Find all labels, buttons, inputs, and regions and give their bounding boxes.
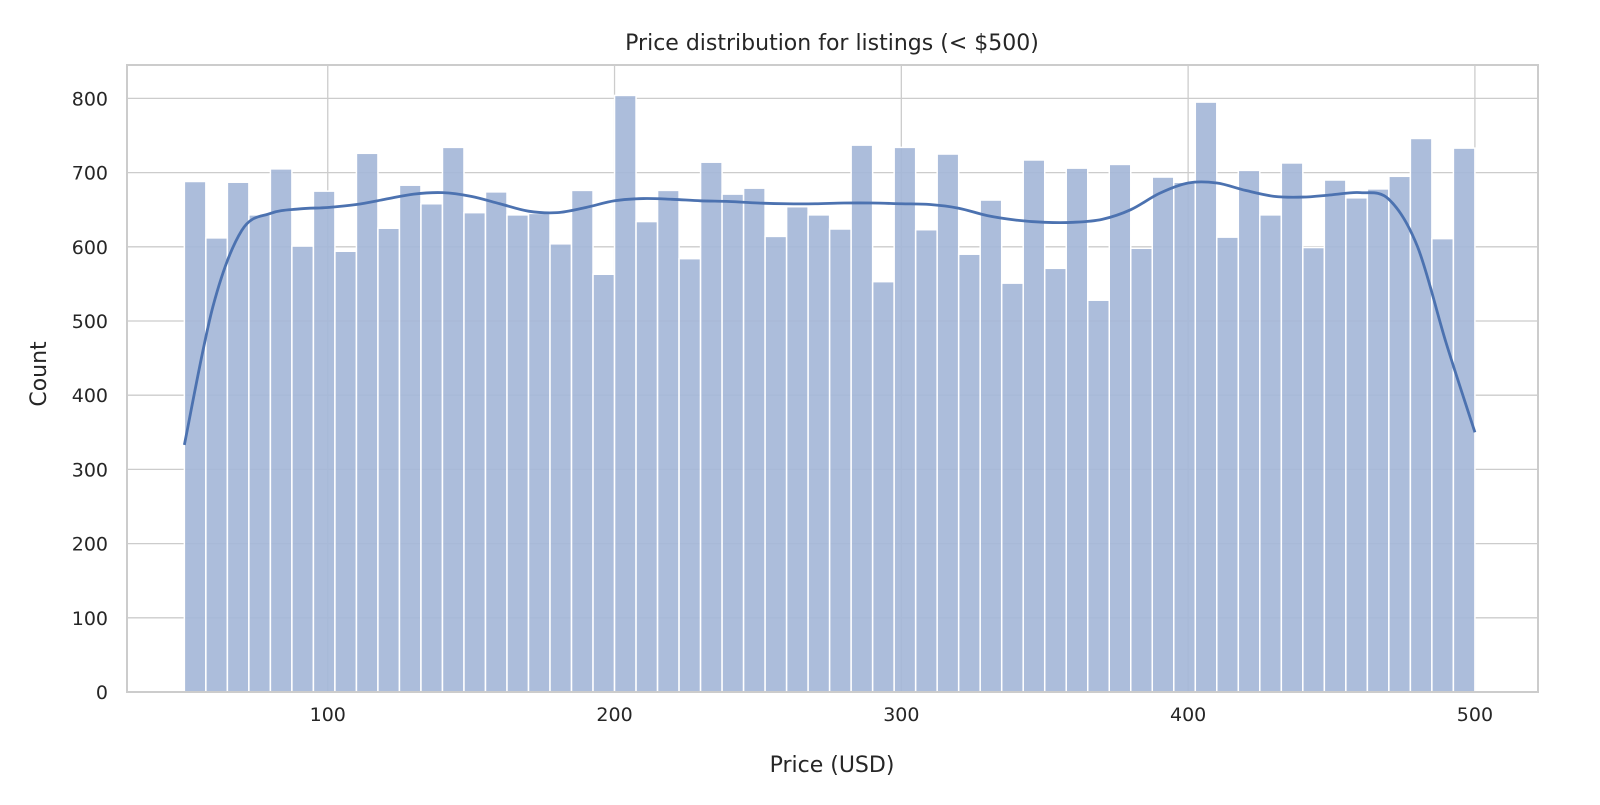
histogram-bar	[527, 212, 551, 693]
y-axis-ticks: 0 100 200 300 400 500 600 700 800	[72, 88, 108, 704]
histogram-bar	[205, 237, 229, 693]
histogram-bar	[420, 203, 444, 693]
histogram-bar	[979, 199, 1003, 693]
histogram-bar	[183, 180, 207, 693]
histogram-bar	[785, 205, 809, 693]
histogram-bar	[1366, 188, 1390, 693]
histogram-bar	[893, 146, 917, 693]
histogram-bar	[1409, 137, 1433, 693]
histogram-bar	[678, 257, 702, 693]
x-axis-ticks: 100 200 300 400 500	[310, 704, 1493, 726]
histogram-bar	[334, 250, 358, 693]
histogram-bar	[1043, 267, 1067, 693]
histogram-bar	[291, 245, 315, 693]
histogram-bar	[1130, 247, 1154, 693]
histogram-bar	[1345, 197, 1369, 693]
histogram-bar	[871, 280, 895, 693]
x-tick-label: 200	[596, 704, 632, 726]
histogram-bar	[441, 146, 465, 693]
histogram-bar	[936, 153, 960, 693]
histogram-bar	[699, 161, 723, 693]
histogram-bar	[807, 214, 831, 693]
histogram-bar	[1000, 282, 1024, 693]
histogram-bar	[506, 214, 530, 693]
histogram-bar	[635, 220, 659, 693]
histogram-bar	[1108, 163, 1132, 693]
histogram-bar	[721, 193, 745, 693]
histogram-bar	[1151, 176, 1175, 693]
x-tick-label: 100	[310, 704, 346, 726]
histogram-bar	[355, 152, 379, 693]
histogram-bar	[1302, 246, 1326, 693]
histogram-bar	[764, 235, 788, 693]
histogram-bar	[226, 181, 250, 693]
histogram-bars	[183, 94, 1476, 693]
histogram-bar	[1323, 179, 1347, 693]
histogram-bar	[377, 227, 401, 693]
histogram-bar	[656, 189, 680, 693]
kde-curve	[182, 180, 1477, 446]
x-tick-label: 500	[1457, 704, 1493, 726]
y-tick-label: 300	[72, 459, 108, 481]
histogram-bar	[549, 243, 573, 693]
y-tick-label: 500	[72, 311, 108, 333]
y-tick-label: 800	[72, 88, 108, 110]
histogram-bar	[828, 228, 852, 693]
histogram-bar	[592, 273, 616, 693]
histogram-bar	[914, 228, 938, 693]
chart-title: Price distribution for listings (< $500)	[625, 31, 1039, 56]
histogram-bar	[1022, 159, 1046, 693]
histogram-bar	[463, 211, 487, 693]
y-tick-label: 400	[72, 385, 108, 407]
histogram-bar	[850, 144, 874, 693]
histogram-bar	[1259, 214, 1283, 693]
histogram-bar	[248, 214, 272, 693]
histogram-bar	[1086, 299, 1111, 693]
histogram-bar	[398, 184, 422, 693]
histogram-bar	[957, 253, 981, 693]
x-tick-label: 300	[883, 704, 919, 726]
histogram-bar	[570, 189, 594, 693]
histogram-bar	[1237, 169, 1261, 693]
histogram-bar	[1216, 236, 1240, 693]
y-tick-label: 700	[72, 163, 108, 185]
x-tick-label: 400	[1170, 704, 1206, 726]
histogram-bar	[269, 168, 293, 693]
histogram-bar	[1280, 162, 1304, 693]
plot-frame	[126, 64, 1539, 693]
histogram-bar	[1065, 167, 1089, 693]
histogram-bar	[613, 94, 637, 693]
histogram-bar	[1194, 101, 1218, 693]
y-tick-label: 200	[72, 534, 108, 556]
histogram-bar	[1388, 175, 1412, 693]
histogram-bar	[484, 191, 508, 693]
x-axis-label: Price (USD)	[770, 753, 895, 778]
y-tick-label: 100	[72, 608, 108, 630]
histogram-bar	[742, 187, 766, 693]
y-tick-label: 600	[72, 237, 108, 259]
histogram-bar	[1173, 181, 1197, 693]
y-tick-label: 0	[96, 682, 108, 704]
y-axis-label: Count	[27, 341, 52, 407]
histogram-bar	[312, 190, 336, 693]
